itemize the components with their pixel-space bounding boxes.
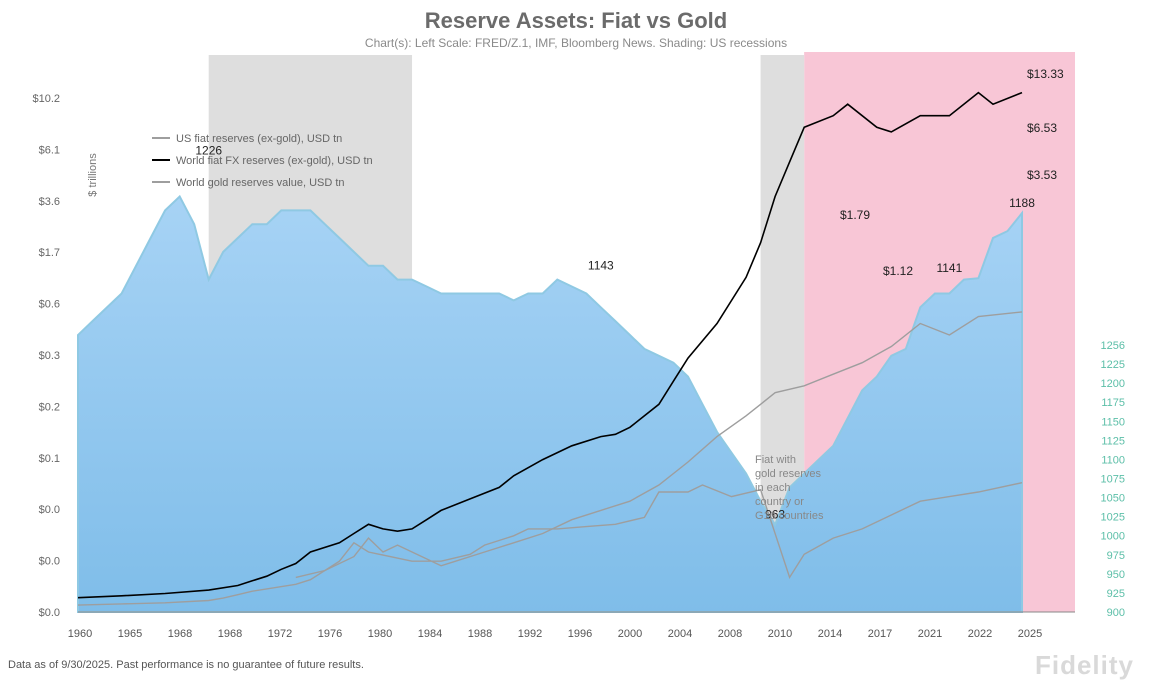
value-label: $1.79: [840, 208, 870, 222]
y-right-tick-label: 1256: [1101, 340, 1125, 352]
y-right-tick-label: 925: [1107, 588, 1125, 600]
brand-logo: Fidelity: [1034, 650, 1134, 680]
value-label: $3.53: [1027, 168, 1057, 182]
series-line: [77, 91, 1023, 599]
y-right-tick-label: 1050: [1101, 493, 1125, 505]
x-tick-label: 1988: [468, 628, 492, 640]
y-left-tick-label: $6.1: [39, 144, 60, 156]
x-tick-label: 1984: [418, 628, 442, 640]
x-tick-label: 2021: [918, 628, 942, 640]
x-tick-label: 1980: [368, 628, 392, 640]
x-tick-label: 2004: [668, 628, 692, 640]
value-label: $13.33: [1027, 67, 1064, 81]
y-left-axis-title: $ trillions: [87, 153, 99, 197]
x-tick-label: 2008: [718, 628, 742, 640]
y-left-tick-label: $0.1: [39, 453, 60, 465]
x-tick-label: 2025: [1018, 628, 1042, 640]
x-tick-label: 1968: [168, 628, 192, 640]
gold-tonnes-label: 1141: [936, 261, 962, 275]
y-right-tick-label: 1075: [1101, 474, 1125, 486]
legend-label: US fiat reserves (ex-gold), USD tn: [176, 133, 342, 145]
series-line: [295, 311, 1023, 579]
y-left-tick-label: $1.7: [39, 247, 60, 259]
x-tick-label: 2000: [618, 628, 642, 640]
value-label: $6.53: [1027, 121, 1057, 135]
y-right-tick-label: 1150: [1101, 416, 1125, 428]
x-tick-label: 1972: [268, 628, 292, 640]
y-right-tick-label: 900: [1107, 607, 1125, 619]
y-left-tick-label: $0.0: [39, 556, 60, 568]
x-tick-label: 2017: [868, 628, 892, 640]
legend-label: World fiat FX reserves (ex-gold), USD tn: [176, 155, 373, 167]
gold-tonnes-label: 963: [765, 508, 785, 522]
y-left-tick-label: $0.2: [39, 401, 60, 413]
chart-subtitle: Chart(s): Left Scale: FRED/Z.1, IMF, Blo…: [364, 36, 788, 50]
x-tick-label: 2022: [968, 628, 992, 640]
y-left-tick-label: $3.6: [39, 196, 60, 208]
x-tick-label: 1992: [518, 628, 542, 640]
y-right-tick-label: 1125: [1101, 435, 1125, 447]
y-right-tick-label: 1000: [1101, 531, 1125, 543]
y-right-tick-label: 1225: [1101, 359, 1125, 371]
y-right-tick-label: 1100: [1101, 454, 1125, 466]
y-right-tick-label: 975: [1107, 550, 1125, 562]
series-line: [77, 482, 1023, 606]
y-left-tick-label: $0.3: [39, 350, 60, 362]
y-right-tick-label: 1175: [1101, 397, 1125, 409]
x-tick-label: 2010: [768, 628, 792, 640]
y-right-tick-label: 950: [1107, 569, 1125, 581]
annotation: Fiat with gold reserves in each country or G…: [755, 454, 824, 522]
y-right-tick-label: 1200: [1101, 378, 1125, 390]
x-tick-label: 1960: [68, 628, 92, 640]
gold-tonnes-label: 1226: [195, 143, 222, 157]
y-left-tick-label: $0.0: [39, 504, 60, 516]
y-left-tick-label: $10.2: [32, 93, 60, 105]
x-tick-label: 1996: [568, 628, 592, 640]
footnote: Data as of 9/30/2025. Past performance i…: [8, 659, 364, 671]
y-left-tick-label: $0.0: [39, 607, 60, 619]
x-tick-label: 1976: [318, 628, 342, 640]
y-right-tick-label: 1025: [1101, 512, 1125, 524]
x-tick-label: 2014: [818, 628, 842, 640]
legend-label: World gold reserves value, USD tn: [176, 177, 345, 189]
gold-tonnes-label: 1188: [1009, 196, 1035, 210]
gold-tonnes-label: 1143: [588, 258, 614, 272]
chart-area: 1960 1965 1968 1968 1972 1976 1980 1984 1988 1992…: [32, 52, 1125, 640]
y-left-tick-label: $0.6: [39, 299, 60, 311]
x-tick-label: 1965: [118, 628, 142, 640]
value-label: $1.12: [883, 264, 913, 278]
chart-title: Reserve Assets: Fiat vs Gold: [424, 8, 728, 33]
gold-tonnes-area: [77, 194, 1023, 613]
x-tick-label: 1968: [218, 628, 242, 640]
